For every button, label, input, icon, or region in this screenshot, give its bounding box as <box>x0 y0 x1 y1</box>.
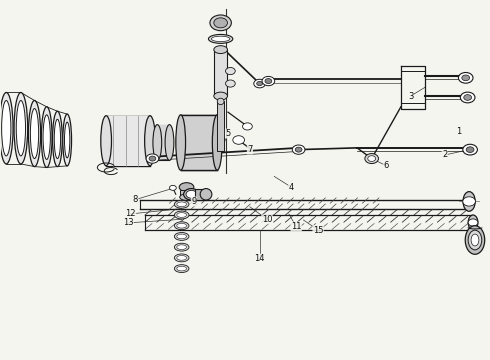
Ellipse shape <box>1 100 11 156</box>
Circle shape <box>225 67 235 75</box>
Ellipse shape <box>184 189 199 200</box>
Ellipse shape <box>208 35 233 43</box>
Circle shape <box>214 18 227 28</box>
Ellipse shape <box>200 189 212 200</box>
Ellipse shape <box>145 116 155 166</box>
Circle shape <box>149 156 156 161</box>
Ellipse shape <box>179 183 194 192</box>
Text: 12: 12 <box>125 210 136 219</box>
Circle shape <box>146 154 159 163</box>
Ellipse shape <box>471 234 479 246</box>
Ellipse shape <box>177 224 187 228</box>
Text: 4: 4 <box>289 183 294 192</box>
Text: 11: 11 <box>291 222 301 231</box>
Circle shape <box>463 144 477 155</box>
Ellipse shape <box>0 93 13 164</box>
Text: 7: 7 <box>247 145 252 154</box>
Bar <box>181 115 217 170</box>
Ellipse shape <box>174 222 189 230</box>
Bar <box>180 190 193 197</box>
Ellipse shape <box>174 265 189 273</box>
Circle shape <box>365 154 378 163</box>
Bar <box>217 102 224 152</box>
Ellipse shape <box>177 202 187 207</box>
Circle shape <box>460 92 475 103</box>
Ellipse shape <box>16 100 25 156</box>
Bar <box>157 125 169 160</box>
Circle shape <box>233 136 245 144</box>
Ellipse shape <box>465 226 485 254</box>
Ellipse shape <box>177 266 187 271</box>
Ellipse shape <box>176 115 186 170</box>
Circle shape <box>210 15 231 31</box>
Text: 9: 9 <box>191 197 196 206</box>
Ellipse shape <box>14 93 28 164</box>
Circle shape <box>257 81 263 86</box>
Circle shape <box>462 75 469 81</box>
Ellipse shape <box>212 115 222 170</box>
Circle shape <box>463 197 475 206</box>
Ellipse shape <box>101 116 112 166</box>
Circle shape <box>292 145 305 154</box>
Ellipse shape <box>177 234 187 239</box>
Text: 14: 14 <box>254 254 265 263</box>
Text: 5: 5 <box>225 129 231 138</box>
Ellipse shape <box>463 192 475 211</box>
Circle shape <box>368 156 375 161</box>
Bar <box>214 50 227 96</box>
Ellipse shape <box>186 190 197 198</box>
Ellipse shape <box>174 254 189 262</box>
Ellipse shape <box>211 36 230 41</box>
Circle shape <box>262 76 275 86</box>
Ellipse shape <box>30 109 39 158</box>
Ellipse shape <box>468 230 482 250</box>
Circle shape <box>466 147 474 153</box>
Circle shape <box>459 72 473 83</box>
Text: 1: 1 <box>456 127 461 136</box>
Ellipse shape <box>63 114 72 166</box>
Circle shape <box>225 80 235 87</box>
Circle shape <box>254 79 266 88</box>
Ellipse shape <box>468 215 478 230</box>
Text: 15: 15 <box>313 225 323 234</box>
Ellipse shape <box>180 194 194 201</box>
Text: 8: 8 <box>133 195 138 204</box>
Ellipse shape <box>174 243 189 251</box>
Circle shape <box>464 95 471 100</box>
Ellipse shape <box>153 125 162 160</box>
Ellipse shape <box>174 211 189 219</box>
Ellipse shape <box>177 213 187 217</box>
Ellipse shape <box>177 245 187 249</box>
Ellipse shape <box>43 115 50 159</box>
Ellipse shape <box>41 107 52 167</box>
Bar <box>195 189 205 200</box>
Text: 3: 3 <box>408 91 414 100</box>
Text: 13: 13 <box>123 219 133 228</box>
Circle shape <box>170 185 176 190</box>
Circle shape <box>295 147 302 152</box>
Circle shape <box>265 78 272 84</box>
Ellipse shape <box>217 98 224 105</box>
Ellipse shape <box>165 125 174 160</box>
Ellipse shape <box>214 92 227 100</box>
Text: 6: 6 <box>384 161 389 170</box>
Ellipse shape <box>174 233 189 240</box>
Circle shape <box>243 123 252 130</box>
Ellipse shape <box>214 46 227 54</box>
Ellipse shape <box>28 100 41 167</box>
Ellipse shape <box>54 119 61 158</box>
Text: 2: 2 <box>442 150 447 159</box>
Ellipse shape <box>52 111 62 167</box>
Ellipse shape <box>174 201 189 208</box>
Ellipse shape <box>65 122 70 158</box>
Text: 10: 10 <box>262 215 272 224</box>
Ellipse shape <box>177 256 187 260</box>
Circle shape <box>468 219 478 226</box>
Bar <box>106 116 150 166</box>
